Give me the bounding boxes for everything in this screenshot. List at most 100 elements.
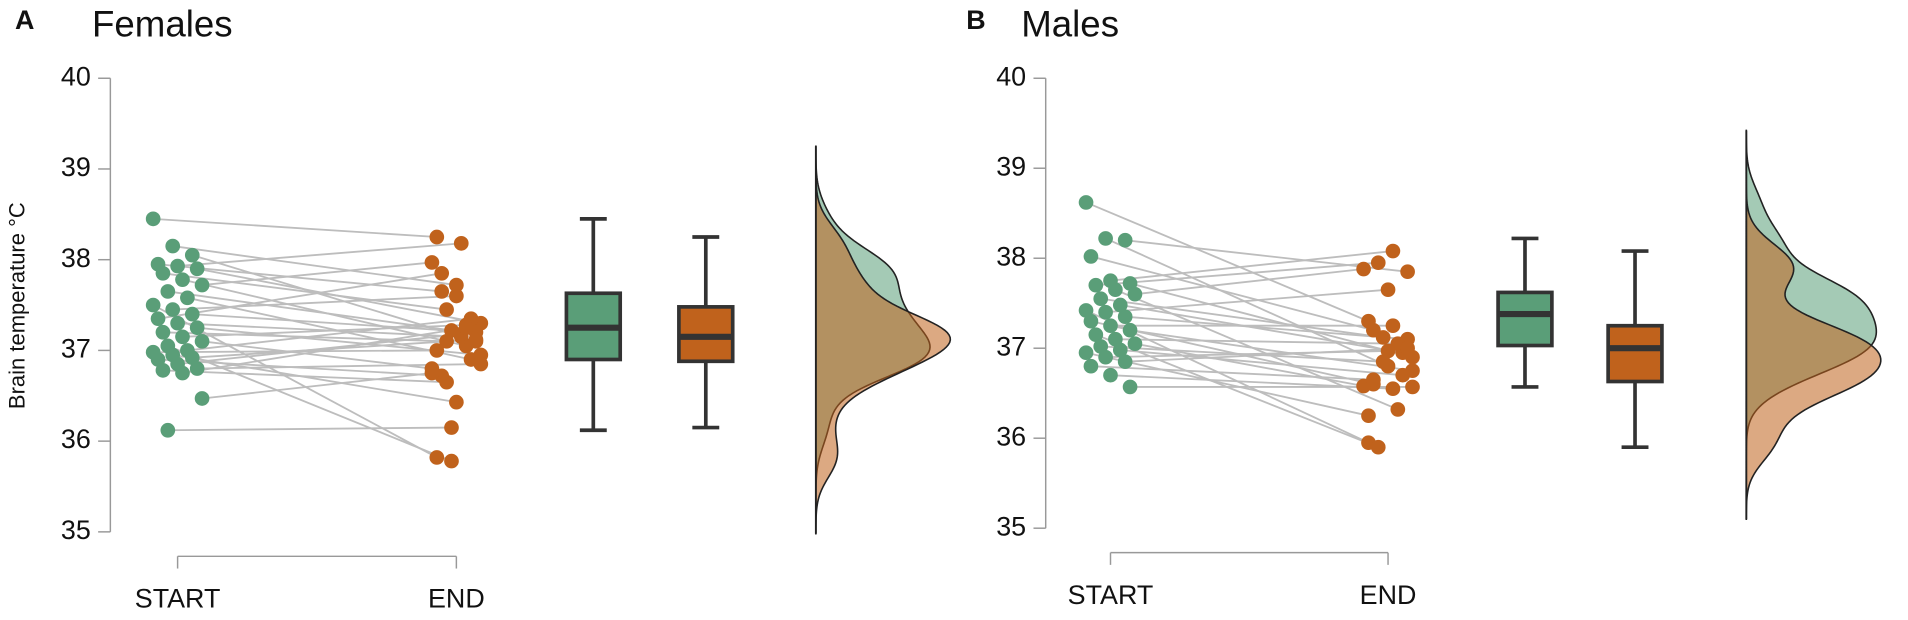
pair-line [1120,349,1403,377]
point [444,420,459,435]
panel-title: Females [92,4,233,45]
pair-line [1110,250,1394,282]
point [1117,309,1133,325]
point [1098,349,1113,365]
point [1385,243,1401,259]
point [458,320,474,336]
y-tick-label: 38 [61,243,91,273]
point [189,261,205,277]
pair-line [1105,288,1389,314]
y-tick-label: 37 [61,334,91,364]
x-tick-label: END [1360,580,1417,610]
pair-line [1115,288,1399,411]
pair-line [1100,297,1384,339]
pair-line [201,261,433,287]
point [170,258,185,274]
point [145,297,161,313]
point [160,422,176,438]
point [150,311,166,326]
point [444,453,459,469]
point [145,211,161,227]
point [1356,261,1371,277]
pair-line [177,322,462,338]
point [155,324,171,340]
pair-line [1085,201,1369,323]
pair-line [1129,329,1413,372]
y-tick-label: 36 [996,421,1026,451]
point [180,290,195,306]
x-tick-label: START [135,583,221,613]
pair-line [1095,333,1379,449]
point [424,255,440,270]
point [468,332,484,347]
pair-line [153,217,437,238]
point [175,272,190,287]
pair-line [1095,261,1379,287]
pair-line [167,290,452,332]
point [449,394,464,410]
point [160,284,176,299]
point [429,229,445,245]
point [1127,336,1143,352]
pair-line [162,369,447,384]
point [434,284,450,299]
point [1405,379,1420,395]
point [1083,313,1099,329]
point [1103,318,1118,334]
point [189,320,205,336]
point [1366,372,1381,388]
point [1370,255,1386,271]
pair-line [167,345,452,462]
point [170,315,185,331]
point [1370,439,1386,455]
point [155,363,171,378]
point [1093,291,1109,307]
point [189,361,205,376]
pair-line [192,313,476,334]
pair-line [1120,304,1403,354]
pair-line [1085,351,1369,417]
point [165,238,181,254]
pair-line [182,324,467,338]
point [1112,342,1128,358]
point [165,302,181,317]
point [1385,381,1401,397]
pair-line [1134,268,1364,296]
point [1108,282,1123,298]
point [439,302,454,317]
y-tick-label: 40 [61,61,91,91]
point [449,288,464,304]
point [1127,286,1143,302]
box [1606,323,1664,384]
point [155,265,171,281]
y-axis-label: Brain temperature °C [4,202,29,409]
point [184,247,200,263]
point [1083,358,1099,374]
pair-line [162,272,447,311]
point [175,365,190,381]
pair-line [1090,255,1374,332]
point [453,236,469,251]
point [194,277,210,293]
point [1390,402,1406,417]
pair-line [177,333,462,365]
point [1361,408,1376,424]
point [1112,297,1128,313]
point [1122,379,1138,395]
pair-line [1115,338,1398,345]
y-tick-label: 36 [61,424,91,454]
pair-line [1125,315,1408,341]
pair-line [167,426,452,432]
density [815,146,952,535]
point [1083,249,1099,264]
point [1380,343,1396,359]
point [1400,264,1415,280]
point [194,391,210,406]
panel-title: Males [1021,4,1119,45]
point [194,334,210,349]
point [449,277,464,293]
point [1117,232,1133,248]
point [184,306,200,322]
point [1098,231,1113,246]
